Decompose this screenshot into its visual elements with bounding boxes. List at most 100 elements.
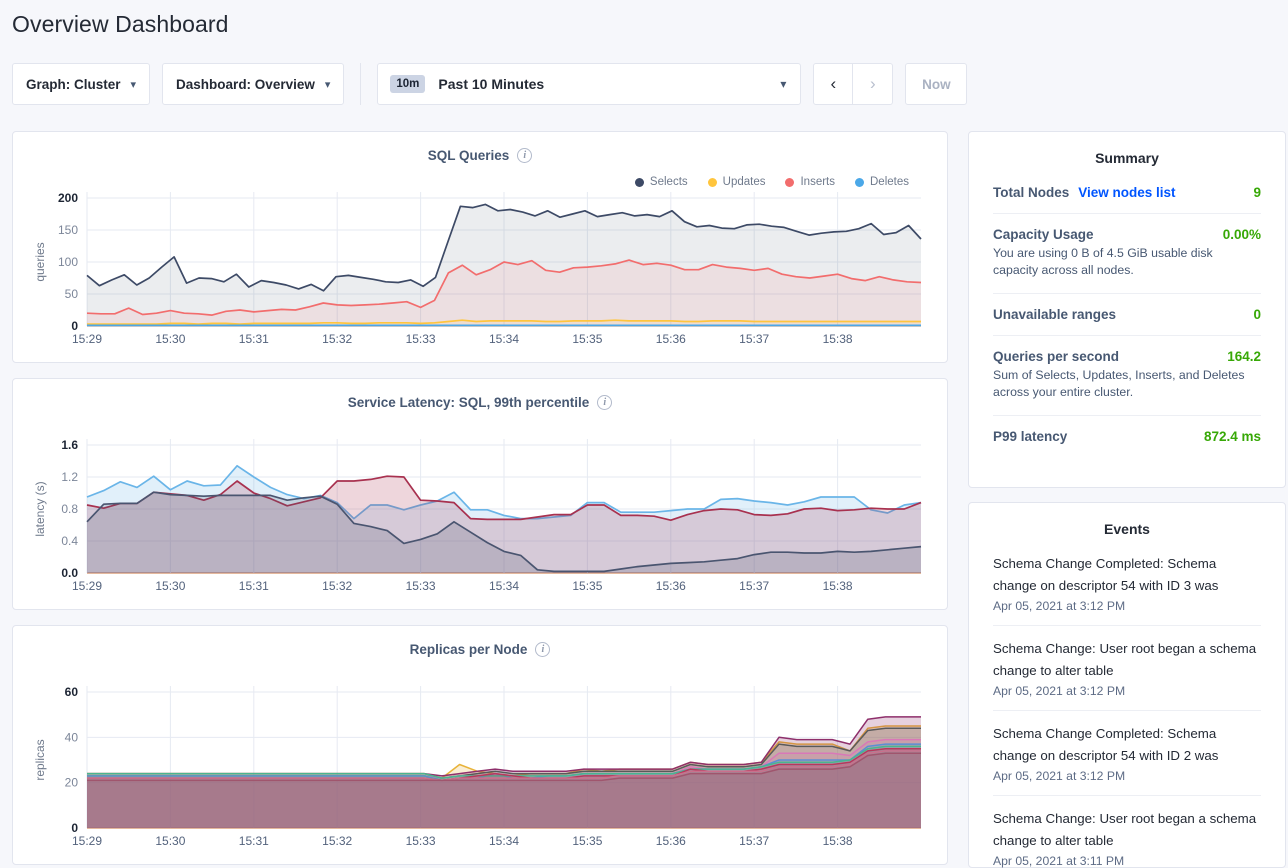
series-line <box>86 203 922 292</box>
series-area <box>87 492 921 573</box>
y-axis-label: queries <box>33 242 47 281</box>
sql-queries-plot[interactable]: 0 50 100 150 200 queries 15:29 15:30 15:31 15:32 1… <box>31 184 931 352</box>
x-tick-label: 15:35 <box>572 834 602 848</box>
x-tick-label: 15:37 <box>739 834 769 848</box>
legend-item[interactable]: Selects <box>634 176 688 188</box>
y-tick-label: 40 <box>65 730 79 744</box>
summary-row-head: Queries per second 164.2 <box>993 349 1261 364</box>
y-tick-label: 0 <box>71 319 78 333</box>
event-timestamp: Apr 05, 2021 at 3:12 PM <box>993 769 1126 784</box>
y-axis-label: replicas <box>33 739 47 780</box>
legend-dot-updates <box>707 177 717 187</box>
sql-queries-card: SQL Queries i Selects Updates Inserts De… <box>12 131 948 363</box>
series-area <box>87 746 921 828</box>
now-button[interactable]: Now <box>905 63 968 105</box>
chart-svg: 0 20 40 60 replicas 15:29 15:30 15:31 15:32 15:33… <box>33 685 921 848</box>
view-nodes-list-link[interactable]: View nodes list <box>1078 185 1176 200</box>
series-area <box>87 748 921 828</box>
summary-row: Total Nodes View nodes list 9 <box>993 185 1261 214</box>
x-tick-label: 15:32 <box>322 834 352 848</box>
toolbar-divider <box>360 63 362 105</box>
info-icon[interactable]: i <box>535 642 551 657</box>
sql-queries-legend: Selects Updates Inserts Deletes <box>634 176 909 188</box>
legend-item[interactable]: Inserts <box>785 176 835 188</box>
info-icon[interactable]: i <box>597 395 613 410</box>
replicas-per-node-card: Replicas per Node i 0 20 40 60 replicas 15:29… <box>12 625 948 865</box>
page-title: Overview Dashboard <box>12 11 229 37</box>
service-latency-plot[interactable]: 0.0 0.4 0.8 1.2 1.6 latency (s) 15:29 15:30 15:3… <box>31 431 931 599</box>
chart-svg: 0 50 100 150 200 queries 15:29 15:30 15:31 15:32 1… <box>33 191 922 346</box>
time-range-select[interactable]: 10m Past 10 Minutes ▾ <box>377 63 802 105</box>
summary-row: Unavailable ranges 0 <box>993 307 1261 336</box>
legend-item[interactable]: Deletes <box>855 176 909 188</box>
x-tick-label: 15:31 <box>239 834 269 848</box>
x-tick-label: 15:36 <box>656 332 686 346</box>
y-tick-label: 0.4 <box>61 534 78 548</box>
summary-row: P99 latency 872.4 ms <box>993 429 1261 457</box>
toolbar: Graph: Cluster ▾ Dashboard: Overview ▾ 1… <box>0 63 968 105</box>
series-area <box>87 204 921 326</box>
summary-row-label: P99 latency <box>993 428 1068 444</box>
event-item[interactable]: Schema Change: User root began a schema … <box>993 808 1261 868</box>
x-tick-label: 15:33 <box>406 579 436 593</box>
legend-item[interactable]: Updates <box>707 176 765 188</box>
series-line <box>86 464 922 520</box>
event-timestamp: Apr 05, 2021 at 3:12 PM <box>993 684 1126 699</box>
replicas-per-node-plot[interactable]: 0 20 40 60 replicas 15:29 15:30 15:31 15:32 15:33… <box>31 678 931 854</box>
x-tick-label: 15:38 <box>823 579 853 593</box>
info-icon[interactable]: i <box>517 148 533 163</box>
series-area <box>87 260 921 326</box>
series-line <box>87 745 921 779</box>
prev-time-button[interactable]: ‹ <box>813 63 854 105</box>
event-item[interactable]: Schema Change Completed: Schema change o… <box>993 723 1261 797</box>
legend-dot-deletes <box>855 177 864 187</box>
chevron-down-icon: ▾ <box>130 78 137 91</box>
x-tick-label: 15:34 <box>489 579 519 593</box>
summary-row-label: Total Nodes <box>993 185 1070 200</box>
x-tick-label: 15:37 <box>739 332 769 346</box>
series-line <box>87 319 921 325</box>
y-tick-label: 50 <box>65 287 79 301</box>
event-item[interactable]: Schema Change Completed: Schema change o… <box>993 553 1261 627</box>
summary-row: Capacity Usage 0.00% You are using 0 B of … <box>993 227 1261 294</box>
y-axis-label: latency (s) <box>33 481 47 536</box>
x-tick-label: 15:38 <box>823 332 853 346</box>
summary-row-value: 872.4 ms <box>1203 428 1261 444</box>
x-tick-label: 15:32 <box>322 579 352 593</box>
y-tick-label: 0 <box>71 821 78 835</box>
dashboard-select[interactable]: Dashboard: Overview ▾ <box>162 63 345 105</box>
event-text: Schema Change Completed: Schema change o… <box>993 556 1219 593</box>
y-tick-label: 1.2 <box>61 470 78 484</box>
service-latency-card: Service Latency: SQL, 99th percentile i … <box>12 378 948 610</box>
x-tick-label: 15:30 <box>155 332 185 346</box>
summary-row-value: 0.00% <box>1222 227 1261 242</box>
summary-row-value: 9 <box>1253 185 1261 200</box>
x-tick-label: 15:30 <box>155 834 185 848</box>
graph-select[interactable]: Graph: Cluster ▾ <box>12 63 151 105</box>
x-tick-label: 15:30 <box>155 579 185 593</box>
x-tick-label: 15:33 <box>406 332 436 346</box>
series-line <box>87 752 921 782</box>
x-tick-label: 15:36 <box>656 579 686 593</box>
y-tick-label: 150 <box>58 223 78 237</box>
legend-dot-inserts <box>785 177 795 187</box>
series-line <box>86 475 922 522</box>
chevron-down-icon: ▾ <box>780 77 787 91</box>
x-tick-label: 15:29 <box>72 579 102 593</box>
y-tick-label: 200 <box>58 191 78 205</box>
event-item[interactable]: Schema Change: User root began a schema … <box>993 638 1261 712</box>
x-tick-label: 15:33 <box>406 834 436 848</box>
events-list: Schema Change Completed: Schema change o… <box>969 553 1285 868</box>
event-timestamp: Apr 05, 2021 at 3:12 PM <box>993 599 1126 614</box>
event-text: Schema Change: User root began a schema … <box>993 641 1257 678</box>
y-tick-label: 20 <box>65 776 79 790</box>
series-area <box>87 750 921 828</box>
series-area <box>87 744 921 828</box>
event-text: Schema Change: User root began a schema … <box>993 811 1257 848</box>
summary-row-value: 164.2 <box>1227 348 1261 364</box>
summary-row-value: 0 <box>1253 306 1261 322</box>
time-range-label: Past 10 Minutes <box>438 76 545 92</box>
next-time-button[interactable]: › <box>853 63 894 105</box>
series-line <box>87 750 921 782</box>
